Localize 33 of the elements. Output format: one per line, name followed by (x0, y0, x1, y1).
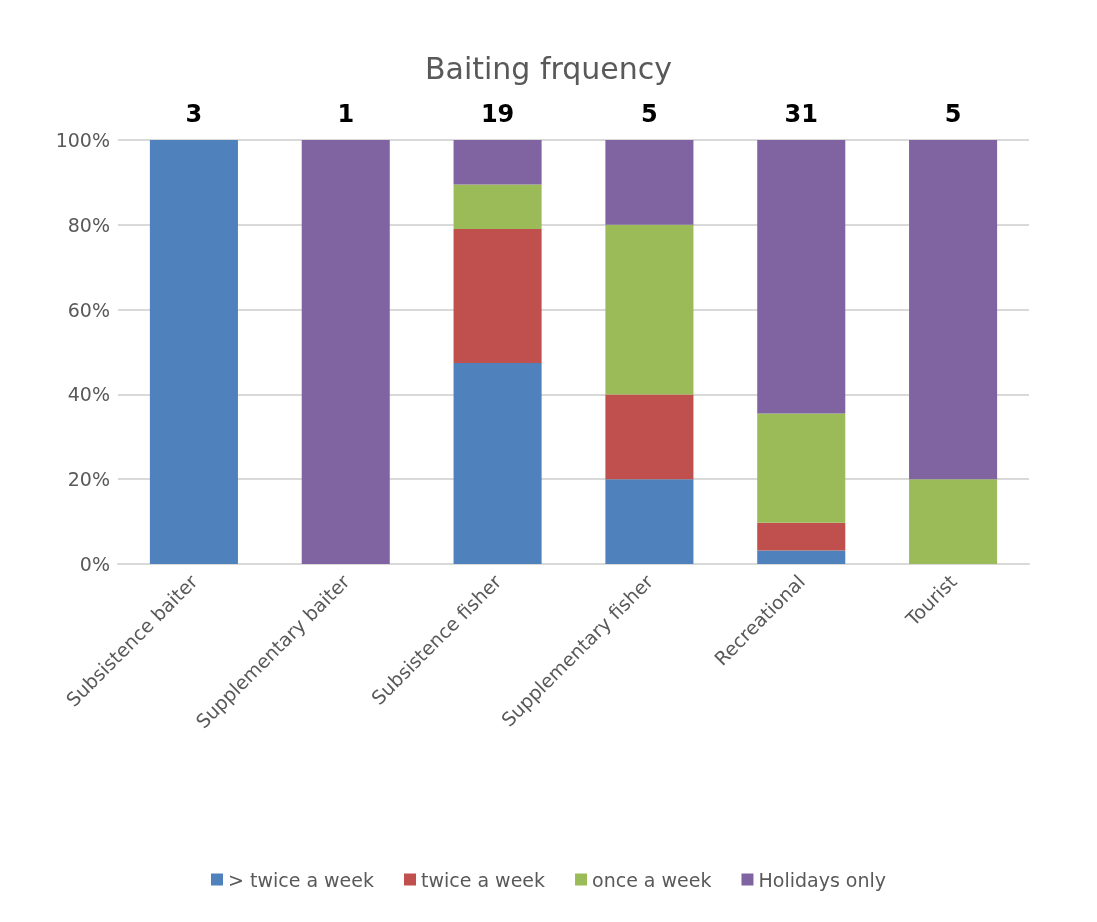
bar (453, 363, 542, 564)
y-tick-label: 80% (67, 213, 110, 236)
y-tick-label: 100% (55, 129, 110, 151)
annotation: 5 (641, 100, 658, 128)
bar (453, 140, 542, 185)
y-tick-label: 0% (79, 553, 110, 575)
bar (605, 224, 694, 395)
y-tick-label: 20% (67, 468, 110, 491)
bar (757, 550, 846, 564)
legend-label: > twice a week (227, 868, 374, 891)
y-tick-label: 60% (67, 298, 110, 321)
bar (453, 229, 542, 364)
bar (909, 479, 998, 564)
bar (605, 394, 694, 480)
bar (605, 479, 694, 564)
y-tick-label: 40% (67, 383, 110, 406)
annotation: 3 (185, 100, 203, 128)
bar (453, 184, 542, 230)
legend-label: Holidays only (758, 868, 887, 891)
bar (757, 413, 846, 523)
chart-title: Baiting frquency (424, 50, 673, 86)
bar (605, 140, 694, 225)
bar (757, 522, 846, 551)
bar (757, 140, 846, 414)
legend-label: twice a week (420, 868, 546, 891)
bar (149, 140, 238, 564)
annotation: 5 (944, 100, 962, 128)
annotation: 31 (784, 100, 818, 128)
bar (909, 140, 998, 480)
annotation: 1 (337, 100, 355, 128)
annotation: 19 (480, 100, 515, 128)
legend-label: once a week (592, 868, 712, 891)
bar (301, 140, 390, 564)
